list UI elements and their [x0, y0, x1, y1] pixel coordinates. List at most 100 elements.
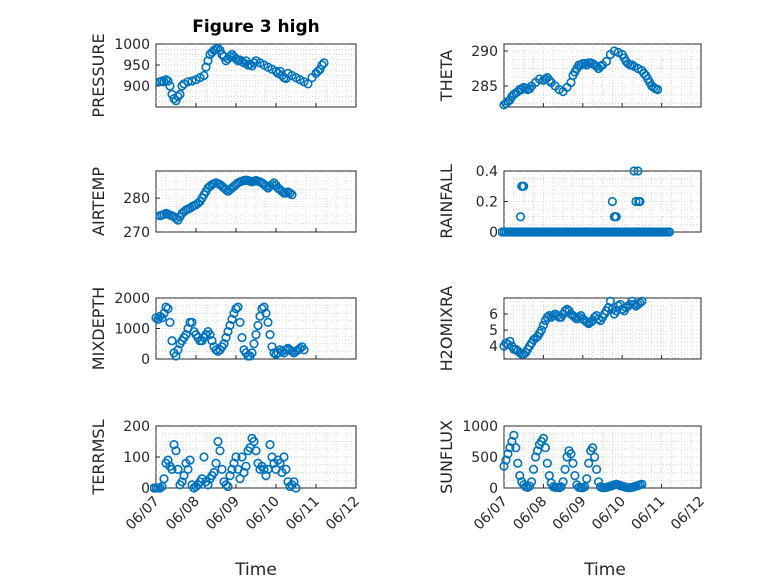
data-point [635, 298, 645, 308]
data-point [233, 302, 243, 312]
data-point [291, 483, 301, 493]
x-tick-label: 06/09 [203, 494, 243, 534]
data-point [271, 66, 281, 76]
data-point [317, 60, 327, 70]
data-point [591, 464, 602, 475]
data-point [209, 467, 219, 478]
y-axis-label: SUNFLUX [437, 420, 456, 494]
data-point [303, 79, 313, 89]
y-tick-label: 0.2 [476, 195, 498, 211]
series-markers [150, 433, 301, 493]
data-point [536, 325, 547, 335]
x-tick-label: 06/10 [589, 494, 629, 534]
data-point [251, 330, 261, 340]
y-axis-label: PRESSURE [89, 33, 108, 117]
data-point [215, 446, 225, 456]
y-tick-label: 0.4 [476, 164, 498, 180]
data-point [540, 443, 550, 453]
data-point [558, 477, 568, 487]
subplot-theta: 285 290 THETA [437, 43, 702, 110]
data-point [251, 446, 261, 456]
x-tick-label: 06/07 [123, 494, 163, 534]
data-point [261, 181, 271, 191]
data-point [177, 81, 187, 91]
data-point [528, 464, 539, 475]
subplot-sun-flux: 0 500 1000 06/07 06/08 06/09 06/10 06/11 06/12 SU… [437, 419, 708, 533]
data-point [171, 446, 181, 456]
data-point [247, 348, 257, 358]
data-point [532, 446, 543, 456]
data-point [187, 76, 197, 86]
data-point [525, 481, 535, 491]
data-point [237, 333, 247, 343]
data-point [513, 458, 523, 468]
data-point [157, 313, 167, 323]
data-point [544, 75, 554, 85]
data-point [287, 190, 297, 200]
data-point [580, 482, 590, 492]
data-point [267, 342, 277, 352]
data-point [163, 455, 173, 465]
data-point [261, 471, 271, 481]
data-point [223, 326, 233, 337]
figure-title: Figure 3 high [192, 17, 320, 37]
data-point [538, 320, 549, 330]
data-point [515, 212, 526, 222]
data-point [163, 304, 173, 314]
data-point [167, 336, 177, 346]
data-point [265, 440, 275, 450]
data-point [223, 481, 233, 492]
data-point [511, 443, 521, 453]
x-tick-label: 06/09 [550, 494, 590, 534]
data-point [566, 449, 576, 459]
data-point [591, 61, 602, 72]
data-point [199, 452, 209, 462]
data-point [219, 339, 229, 349]
data-point [289, 477, 299, 487]
data-point [169, 440, 179, 450]
data-point [285, 188, 295, 198]
data-point [281, 464, 291, 475]
subplot-rainfall: 0 0.2 0.4 RAINFALL [437, 164, 702, 241]
y-tick-label: 0 [489, 481, 498, 497]
y-tick-label: 4 [489, 339, 498, 355]
y-tick-label: 2000 [114, 291, 150, 307]
data-point [159, 77, 169, 87]
data-point [501, 455, 511, 465]
subplot-air-temp: 270 280 AIRTEMP [89, 167, 357, 241]
data-point [281, 345, 291, 355]
data-point [530, 452, 541, 462]
y-axis-label: TERRMSL [89, 419, 108, 495]
series-markers [499, 46, 663, 110]
data-point [664, 227, 675, 237]
data-point [605, 296, 615, 306]
data-point [259, 464, 269, 475]
data-point [217, 49, 227, 60]
data-point [538, 433, 549, 444]
data-point [595, 61, 606, 72]
data-point [299, 345, 309, 355]
data-point [503, 449, 513, 459]
data-point [173, 464, 183, 475]
data-point [601, 56, 612, 67]
data-point [165, 317, 175, 328]
data-point [590, 452, 600, 462]
y-axis-label: H2OMIXRA [437, 286, 456, 372]
y-tick-label: 1000 [114, 322, 150, 338]
data-point [239, 467, 249, 478]
y-tick-label: 0 [141, 481, 150, 497]
data-point [221, 333, 231, 343]
y-tick-label: 200 [123, 419, 150, 435]
data-point [253, 320, 263, 331]
x-tick-label: 06/11 [283, 494, 323, 534]
data-point [556, 482, 566, 492]
data-point [584, 458, 594, 468]
x-tick-label: 06/08 [510, 494, 550, 534]
y-axis-label: RAINFALL [437, 164, 456, 239]
subplot-pressure: 900 950 1000 PRESSURE [89, 33, 357, 118]
data-point [582, 317, 592, 327]
data-point [637, 479, 647, 489]
x-tick-label: 06/12 [668, 494, 708, 534]
data-point [279, 452, 289, 462]
